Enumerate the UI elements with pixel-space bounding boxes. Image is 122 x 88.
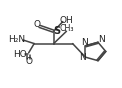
Text: S: S [54,26,61,36]
Text: O: O [25,57,32,66]
Text: OH: OH [60,16,73,25]
Text: N: N [79,53,85,62]
Text: CH₃: CH₃ [60,24,74,33]
Text: H₂N: H₂N [8,35,25,44]
Text: O: O [33,20,41,29]
Text: N: N [98,35,105,44]
Text: N: N [81,38,88,47]
Text: HO: HO [13,50,26,59]
